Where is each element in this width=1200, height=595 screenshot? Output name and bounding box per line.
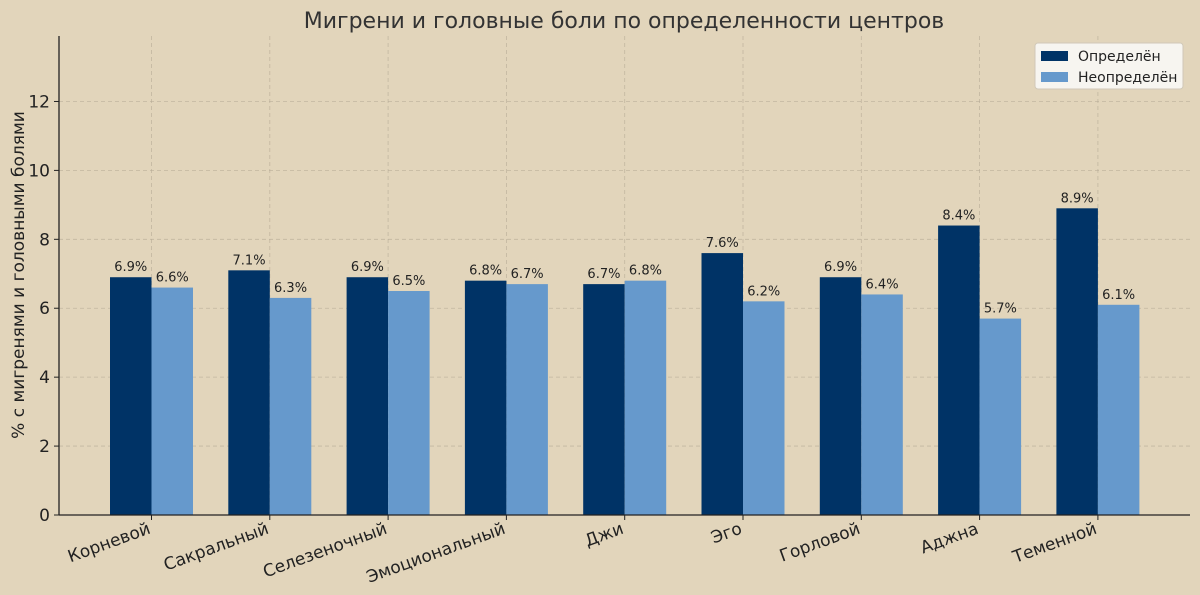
chart-title: Мигрени и головные боли по определенност… (304, 9, 945, 34)
data-label: 5.7% (984, 302, 1017, 317)
y-axis-label: % с мигренями и головными болями (9, 111, 29, 439)
bar-undefined (861, 294, 903, 515)
x-tick-label: Джи (582, 519, 626, 551)
data-label: 6.9% (824, 260, 857, 275)
y-tick-label: 4 (39, 368, 50, 388)
x-tick-label: Аджна (918, 519, 981, 558)
bar-undefined (979, 318, 1022, 515)
data-label: 6.8% (629, 264, 662, 279)
data-label: 6.7% (511, 267, 544, 282)
y-tick-label: 12 (28, 92, 50, 112)
y-tick-label: 10 (28, 161, 50, 181)
bar-defined (938, 225, 980, 515)
legend-swatch (1041, 51, 1068, 61)
y-tick-label: 6 (39, 299, 50, 319)
bar-undefined (506, 284, 548, 515)
y-tick-label: 2 (39, 437, 50, 457)
data-label: 6.5% (392, 274, 425, 289)
legend: Определён Неопределён (1034, 42, 1184, 90)
data-label: 6.9% (114, 260, 147, 275)
data-label: 6.3% (274, 281, 307, 296)
data-label: 7.1% (233, 253, 266, 268)
data-label: 6.1% (1102, 288, 1135, 303)
legend-label: Определён (1078, 49, 1161, 65)
bar-undefined (269, 297, 312, 515)
bar-undefined (1097, 304, 1140, 515)
bar-defined (228, 270, 270, 515)
x-tick-label: Сакральный (161, 519, 271, 575)
bar-defined (819, 277, 862, 515)
legend-label: Неопределён (1078, 70, 1177, 86)
data-label: 8.9% (1061, 191, 1094, 206)
bar-defined (701, 253, 743, 516)
bar-undefined (151, 287, 193, 515)
x-tick-label: Горловой (777, 519, 863, 567)
legend-swatch (1041, 72, 1068, 82)
bars: 6.9% 7.1% 6.9% 6.8% 6.7% 7.6% 6.9% 8.4% 8.9% 6.6%… (110, 191, 1140, 516)
legend-box (1034, 42, 1184, 90)
bar-undefined (624, 280, 667, 515)
data-label: 6.7% (587, 267, 620, 282)
data-label: 8.4% (942, 209, 975, 224)
bar-defined (346, 277, 389, 515)
bar-defined (464, 280, 507, 515)
data-label: 6.9% (351, 260, 384, 275)
bar-defined (110, 277, 152, 515)
x-tick-label: Теменной (1009, 519, 1099, 568)
data-label: 6.4% (866, 277, 899, 292)
x-tick-label: Корневой (65, 519, 153, 567)
x-tick-label: Эго (709, 519, 745, 548)
bar-undefined (743, 301, 785, 515)
y-tick-label: 8 (39, 230, 50, 250)
data-label: 6.6% (156, 271, 189, 286)
bar-defined (1056, 208, 1098, 515)
bar-defined (583, 284, 625, 515)
data-label: 6.8% (469, 264, 502, 279)
bar-undefined (388, 291, 430, 515)
data-label: 6.2% (747, 284, 780, 299)
y-tick-label: 0 (39, 506, 50, 526)
data-label: 7.6% (706, 236, 739, 251)
